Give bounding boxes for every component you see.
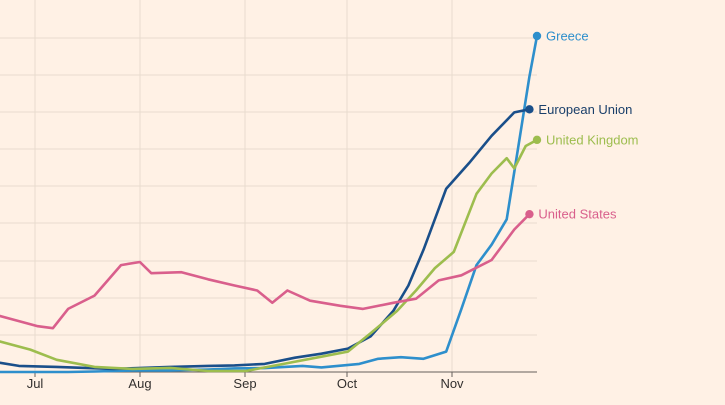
series-label-united-kingdom: United Kingdom xyxy=(546,132,639,147)
x-tick-label: Aug xyxy=(128,376,151,391)
series-labels: Greece European Union United Kingdom United… xyxy=(538,29,638,222)
series-end-dot xyxy=(525,209,534,219)
series-line-greece xyxy=(0,34,539,374)
gridlines xyxy=(0,0,537,373)
series-line-european-union xyxy=(0,108,531,371)
series-label-united-states: United States xyxy=(538,207,617,222)
series-lines xyxy=(0,31,542,374)
series-end-dot xyxy=(532,31,542,41)
series-label-greece: Greece xyxy=(546,29,589,44)
series-end-dot xyxy=(525,105,534,114)
x-tick-label: Nov xyxy=(440,376,464,391)
series-line-united-states xyxy=(0,212,531,330)
x-tick-label: Jul xyxy=(27,376,44,391)
x-tick-label: Oct xyxy=(337,376,358,391)
series-line-united-kingdom xyxy=(0,138,539,373)
x-tick-label: Sep xyxy=(233,376,256,391)
series-end-dot xyxy=(532,135,542,145)
series-label-european-union: European Union xyxy=(538,102,632,117)
x-axis-ticks: Jul Aug Sep Oct Nov xyxy=(27,372,464,391)
